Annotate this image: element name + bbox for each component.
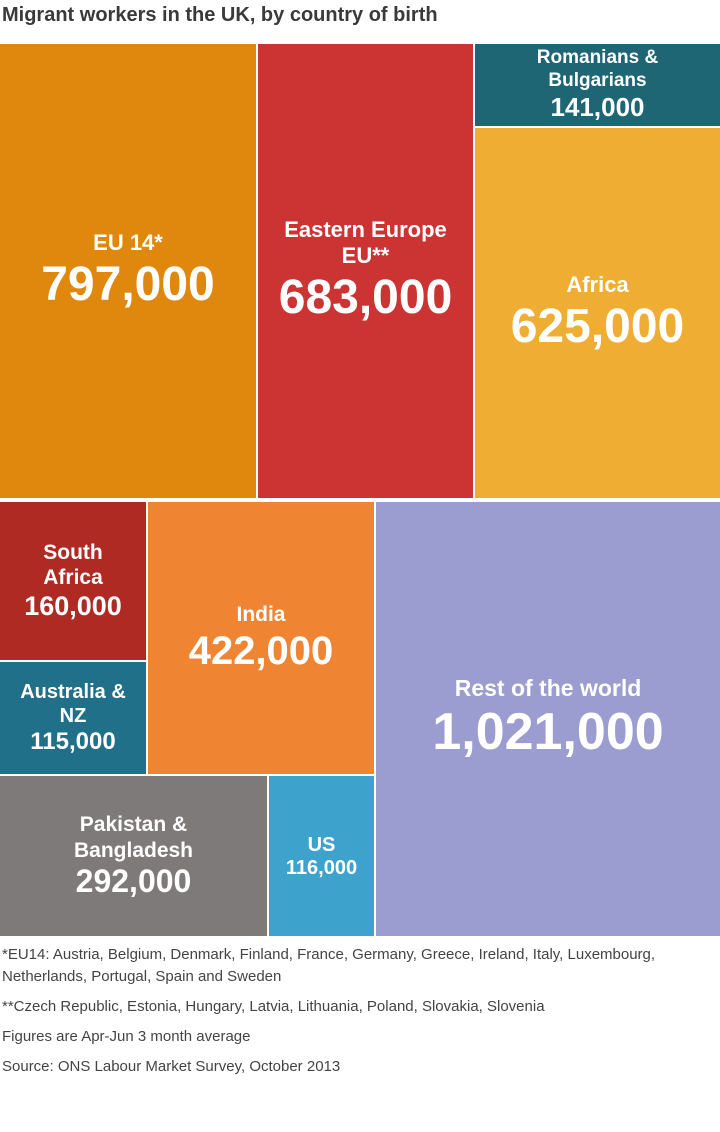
tile-name: Australia & NZ bbox=[20, 681, 126, 728]
footnotes: *EU14: Austria, Belgium, Denmark, Finlan… bbox=[2, 944, 714, 1086]
tile-name: US bbox=[307, 833, 336, 856]
tile-name: Pakistan & Bangladesh bbox=[73, 813, 194, 862]
tile: Rest of the world 1,021,000 bbox=[376, 502, 720, 936]
tile-name: Eastern Europe EU** bbox=[284, 217, 447, 269]
tile-name: EU 14* bbox=[93, 230, 163, 256]
tile: Australia & NZ 115,000 bbox=[0, 662, 146, 774]
tile-value: 115,000 bbox=[30, 728, 116, 756]
tile: South Africa 160,000 bbox=[0, 502, 146, 660]
footnote: **Czech Republic, Estonia, Hungary, Latv… bbox=[2, 998, 545, 1015]
tile: Africa 625,000 bbox=[475, 128, 720, 498]
tile: Romanians & Bulgarians 141,000 bbox=[475, 44, 720, 126]
tile-value: 422,000 bbox=[188, 628, 334, 673]
tile: India 422,000 bbox=[148, 502, 374, 774]
tile-value: 683,000 bbox=[278, 270, 453, 324]
tile-value: 160,000 bbox=[24, 590, 122, 621]
tile-value: 625,000 bbox=[510, 299, 685, 353]
tile-value: 141,000 bbox=[550, 91, 645, 122]
footnote: *EU14: Austria, Belgium, Denmark, Finlan… bbox=[2, 946, 656, 985]
tile: EU 14* 797,000 bbox=[0, 44, 256, 498]
footnote: Figures are Apr-Jun 3 month average bbox=[2, 1028, 251, 1045]
tile-value: 797,000 bbox=[41, 257, 215, 311]
tile-value: 116,000 bbox=[285, 856, 358, 879]
tile-name: India bbox=[236, 603, 286, 627]
tile-name: Rest of the world bbox=[454, 675, 642, 702]
tile: US 116,000 bbox=[269, 776, 374, 936]
tile-name: Romanians & Bulgarians bbox=[536, 47, 659, 92]
tile-value: 292,000 bbox=[75, 862, 192, 899]
footnote: Source: ONS Labour Market Survey, Octobe… bbox=[2, 1058, 341, 1075]
tile-value: 1,021,000 bbox=[432, 702, 664, 761]
chart-title: Migrant workers in the UK, by country of… bbox=[2, 4, 438, 26]
tile-name: South Africa bbox=[43, 541, 103, 590]
tile-name: Africa bbox=[566, 272, 629, 298]
tile: Eastern Europe EU** 683,000 bbox=[258, 44, 473, 498]
tile: Pakistan & Bangladesh 292,000 bbox=[0, 776, 267, 936]
